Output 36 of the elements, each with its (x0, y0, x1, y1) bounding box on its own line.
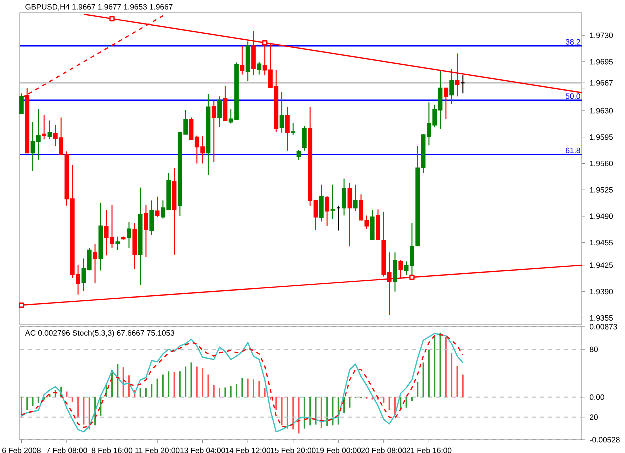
candlestick (218, 96, 222, 128)
candlestick (330, 184, 336, 220)
candlestick (302, 126, 307, 152)
candlestick (325, 196, 330, 227)
candlestick (370, 210, 375, 240)
point (19, 302, 24, 308)
candlestick (296, 150, 302, 160)
candlestick (280, 92, 284, 134)
candlestick (144, 204, 148, 258)
candlestick (353, 184, 358, 212)
candlestick (252, 30, 256, 76)
candlestick (286, 106, 290, 152)
candlestick (342, 178, 346, 216)
candlestick (20, 93, 24, 114)
candlestick (450, 69, 454, 105)
candlestick (127, 222, 132, 249)
candlestick (348, 182, 352, 248)
candlestick (444, 88, 448, 120)
candlestick (257, 61, 262, 76)
candlestick (116, 236, 120, 251)
point (110, 16, 115, 22)
candlestick (223, 86, 228, 122)
candlestick (212, 100, 216, 163)
candlestick (319, 184, 324, 222)
candlestick (291, 122, 296, 136)
candlestick (364, 215, 370, 230)
candlestick (42, 114, 47, 140)
point (410, 274, 415, 280)
candlestick (48, 120, 52, 140)
candlestick (359, 194, 364, 221)
candlestick (155, 196, 160, 218)
candlestick (150, 200, 154, 236)
candlestick (240, 46, 245, 76)
candlestick (393, 252, 398, 292)
candlestick (93, 244, 98, 284)
point (262, 40, 268, 46)
